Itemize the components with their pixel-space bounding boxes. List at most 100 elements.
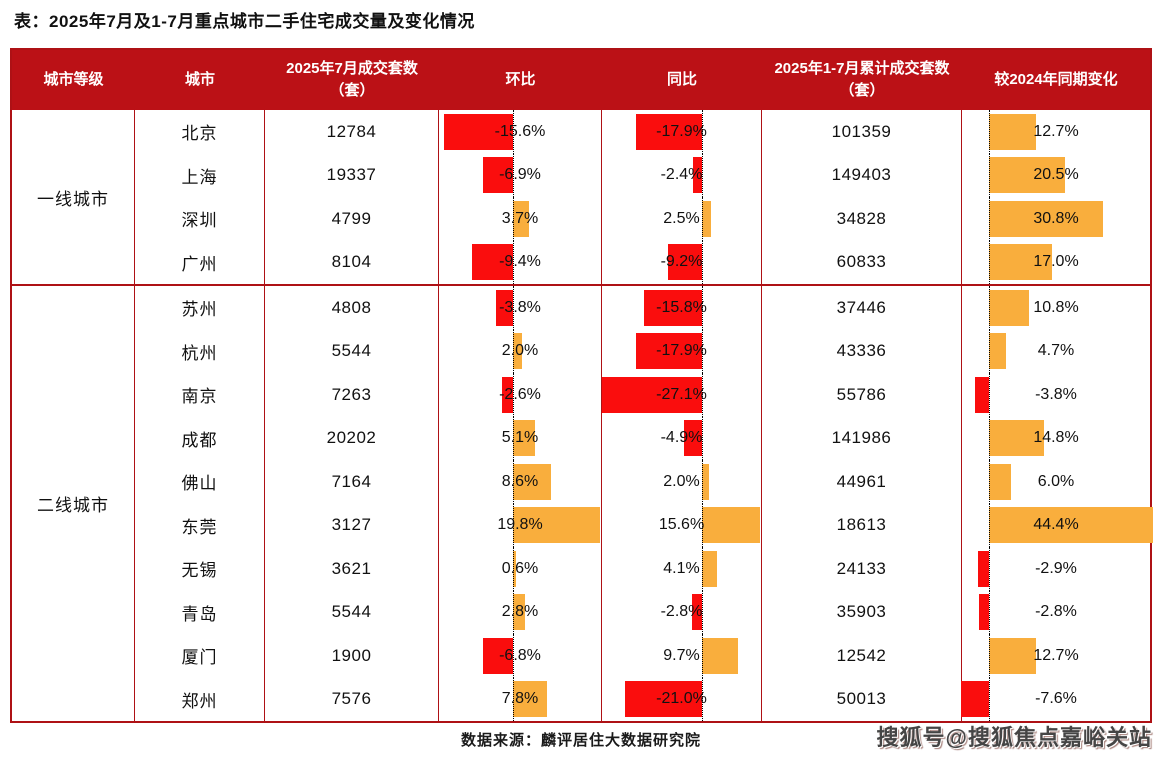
- table-row: 厦门 1900 -6.8% 9.7% 12542 12.7%: [135, 634, 1150, 678]
- cell-mom: 19.8%: [439, 503, 602, 547]
- vs-2024-value: -2.8%: [1035, 603, 1077, 621]
- cell-cumulative-sales: 149403: [762, 153, 962, 197]
- cell-vs-2024: -3.8%: [962, 373, 1150, 417]
- cell-city: 深圳: [135, 197, 265, 241]
- vs-2024-bar: [989, 113, 1036, 150]
- yoy-bar: [702, 507, 760, 544]
- cumulative-sales-value: 55786: [836, 384, 887, 404]
- cell-mom: -15.6%: [439, 110, 602, 154]
- vs-2024-value: 12.7%: [1033, 646, 1079, 664]
- cumulative-sales-value: 37446: [836, 297, 887, 317]
- july-sales-value: 7164: [331, 471, 372, 491]
- cell-yoy: -21.0%: [602, 677, 762, 721]
- cell-cumulative-sales: 141986: [762, 416, 962, 460]
- mom-value: 2.0%: [501, 342, 539, 360]
- cell-yoy: 15.6%: [602, 503, 762, 547]
- cell-vs-2024: -2.8%: [962, 590, 1150, 635]
- cumulative-sales-value: 44961: [836, 471, 887, 491]
- july-sales-value: 3127: [331, 515, 372, 535]
- yoy-bar: [668, 244, 702, 281]
- cell-cumulative-sales: 35903: [762, 590, 962, 634]
- vs-2024-value: 14.8%: [1033, 429, 1079, 447]
- col-header-vs-2024: 较2024年同期变化: [994, 71, 1118, 89]
- july-sales-value: 5544: [331, 341, 372, 361]
- cell-yoy: 2.5%: [602, 197, 762, 241]
- cell-yoy: -27.1%: [602, 373, 762, 417]
- cell-cumulative-sales: 43336: [762, 329, 962, 373]
- city-label: 深圳: [181, 211, 218, 231]
- cell-city: 东莞: [135, 503, 265, 547]
- vs-2024-bar: [989, 200, 1103, 237]
- cell-yoy: 2.0%: [602, 460, 762, 504]
- col-header-yoy: 同比: [666, 71, 697, 89]
- cell-vs-2024: -2.9%: [962, 547, 1150, 591]
- group-rows: 苏州 4808 -3.8% -15.8% 37446 10.8% 杭州 5544…: [135, 286, 1154, 721]
- mom-value: 2.8%: [501, 603, 539, 621]
- july-sales-value: 20202: [326, 428, 377, 448]
- mom-value: 8.6%: [501, 472, 539, 490]
- vs-2024-bar: [989, 507, 1154, 544]
- july-sales-value: 5544: [331, 602, 372, 622]
- cell-yoy: 4.1%: [602, 547, 762, 591]
- table-row: 上海 19337 -6.9% -2.4% 149403 20.5%: [135, 153, 1150, 198]
- watermark: 搜狐号@搜狐焦点嘉峪关站: [876, 725, 1152, 750]
- mom-bar: [513, 507, 601, 544]
- vs-2024-bar: [989, 420, 1044, 457]
- cumulative-sales-value: 50013: [836, 689, 887, 709]
- cell-mom: 7.8%: [439, 677, 602, 721]
- cumulative-sales-value: 34828: [836, 208, 887, 228]
- cumulative-sales-value: 43336: [836, 341, 887, 361]
- cell-vs-2024: 20.5%: [962, 153, 1150, 198]
- vs-2024-value: -2.9%: [1035, 559, 1077, 577]
- vs-2024-value: -3.8%: [1035, 385, 1077, 403]
- vs-2024-bar: [960, 681, 989, 718]
- cumulative-sales-value: 149403: [831, 165, 892, 185]
- cell-july-sales: 8104: [265, 240, 439, 284]
- cell-cumulative-sales: 24133: [762, 547, 962, 591]
- cell-july-sales: 20202: [265, 416, 439, 460]
- yoy-value: -17.9%: [656, 122, 707, 140]
- page-title: 表：2025年7月及1-7月重点城市二手住宅成交量及变化情况: [14, 12, 475, 31]
- tier-label: 一线城市: [37, 189, 109, 209]
- city-label: 广州: [181, 254, 218, 274]
- table-row: 无锡 3621 0.6% 4.1% 24133 -2.9%: [135, 547, 1150, 591]
- table-row: 成都 20202 5.1% -4.9% 141986 14.8%: [135, 416, 1150, 460]
- yoy-bar: [635, 333, 702, 370]
- col-header-city: 城市: [184, 71, 215, 89]
- july-sales-value: 7263: [331, 384, 372, 404]
- yoy-bar: [624, 681, 702, 718]
- mom-bar: [513, 420, 536, 457]
- cell-vs-2024: 4.7%: [962, 329, 1150, 374]
- vs-2024-value: 10.8%: [1033, 298, 1079, 316]
- col-header-cumulative-sales: 2025年1-7月累计成交套数（套）: [774, 60, 950, 99]
- city-label: 苏州: [181, 300, 218, 320]
- yoy-bar: [602, 376, 702, 413]
- vs-2024-bar: [989, 244, 1052, 281]
- yoy-value: 4.1%: [663, 559, 700, 577]
- tier-group: 二线城市 苏州 4808 -3.8% -15.8% 37446 10.8% 杭州…: [12, 284, 1154, 721]
- mom-bar: [471, 244, 513, 281]
- yoy-value: -27.1%: [656, 385, 707, 403]
- mom-bar: [513, 200, 530, 237]
- cumulative-sales-value: 141986: [831, 428, 892, 448]
- yoy-bar: [702, 463, 710, 500]
- col-header-mom: 环比: [505, 71, 536, 89]
- cell-vs-2024: 44.4%: [962, 503, 1154, 548]
- mom-bar: [513, 594, 526, 631]
- cell-vs-2024: 6.0%: [962, 460, 1150, 504]
- cell-mom: 2.8%: [439, 590, 602, 634]
- cell-cumulative-sales: 12542: [762, 634, 962, 678]
- cell-mom: 0.6%: [439, 547, 602, 591]
- mom-value: -15.6%: [494, 122, 546, 140]
- city-label: 厦门: [181, 648, 218, 668]
- cell-cumulative-sales: 37446: [762, 286, 962, 330]
- mom-value: -6.8%: [499, 646, 541, 664]
- table-body: 一线城市 北京 12784 -15.6% -17.9% 101359 12.7%…: [12, 110, 1154, 721]
- vs-2024-value: 44.4%: [1033, 516, 1079, 534]
- table-row: 东莞 3127 19.8% 15.6% 18613 44.4%: [135, 503, 1154, 548]
- july-sales-value: 8104: [331, 252, 372, 272]
- cell-cumulative-sales: 44961: [762, 460, 962, 504]
- table-header-row: 城市等级 城市 2025年7月成交套数（套） 环比 同比 2025年1-7月累计…: [12, 50, 1150, 110]
- cell-july-sales: 4808: [265, 286, 439, 330]
